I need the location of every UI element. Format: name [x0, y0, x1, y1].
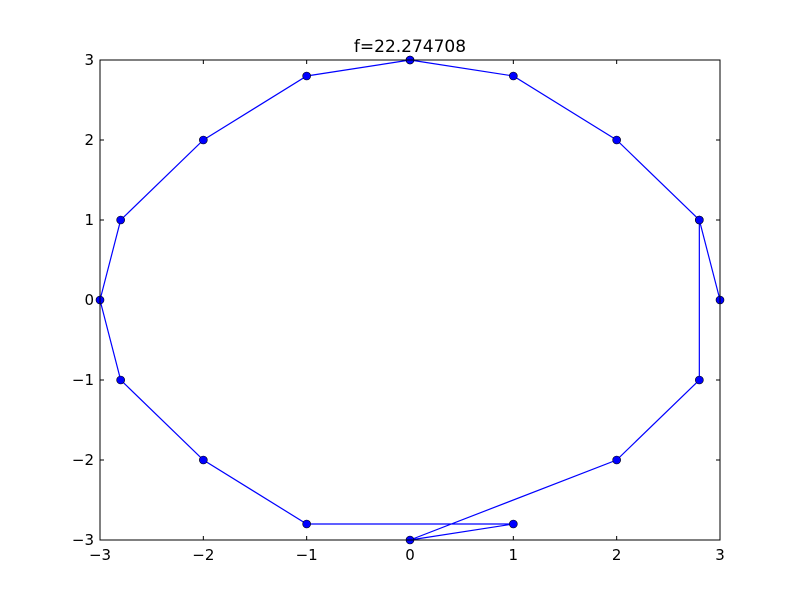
axes: −3 −2 −1 0 1 2 3 −3 −2 −1 0 1 2 3 [72, 51, 725, 564]
x-tick-label: −3 [89, 546, 111, 564]
data-point [199, 455, 208, 465]
plot-frame [99, 59, 721, 541]
data-point [199, 135, 208, 145]
y-tick-label: −3 [72, 531, 94, 549]
data-point [302, 519, 311, 529]
data-point [302, 71, 311, 81]
data-point [116, 375, 125, 385]
data-point [695, 215, 704, 225]
x-tick-label: 1 [509, 546, 519, 564]
data-point [695, 375, 704, 385]
x-tick-label: 2 [612, 546, 622, 564]
y-tick-label: 3 [84, 51, 94, 69]
x-tick-label: −1 [296, 546, 318, 564]
y-tick-label: −1 [72, 371, 94, 389]
series-line [99, 59, 721, 541]
y-tick-label: 2 [84, 131, 94, 149]
x-tick-label: −2 [192, 546, 214, 564]
data-point [612, 455, 621, 465]
x-tick-label: 3 [715, 546, 725, 564]
data-point [509, 71, 518, 81]
chart-title: f=22.274708 [354, 37, 466, 57]
x-tick-label: 0 [405, 546, 415, 564]
data-point [116, 215, 125, 225]
y-tick-label: 1 [84, 211, 94, 229]
y-tick-label: −2 [72, 451, 94, 469]
y-tick-label: 0 [84, 291, 94, 309]
data-point [509, 519, 518, 529]
data-point [612, 135, 621, 145]
